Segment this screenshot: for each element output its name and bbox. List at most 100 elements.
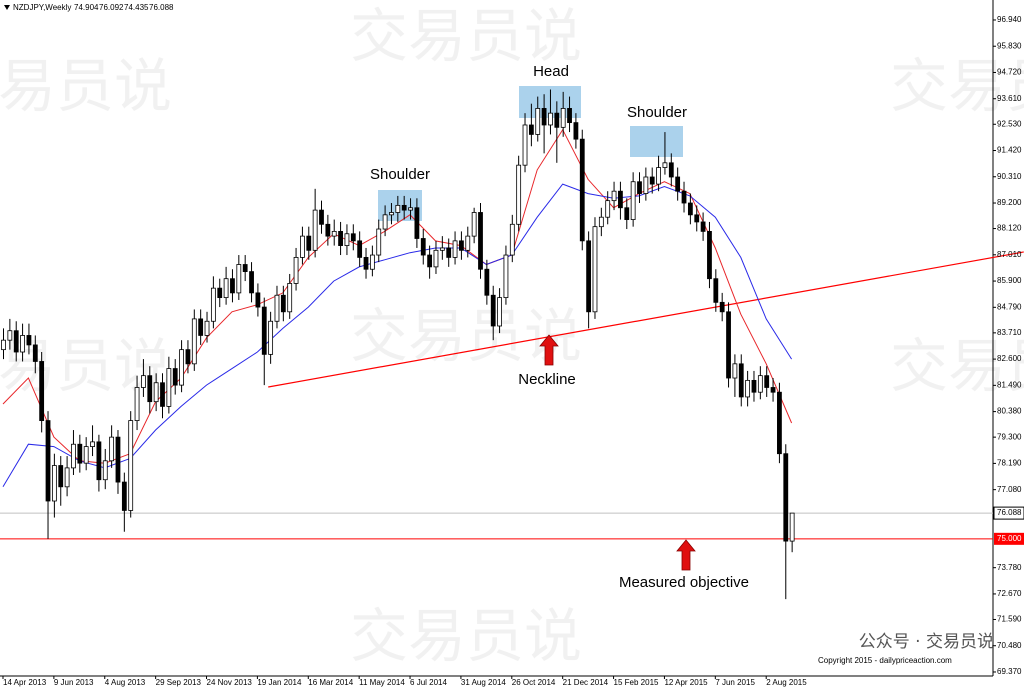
candle-body: [509, 223, 515, 256]
candle-body: [586, 240, 592, 313]
y-tick-label: 92.530: [997, 119, 1022, 128]
candle-body: [516, 164, 522, 225]
candle-body: [1, 339, 6, 351]
candle-body: [579, 138, 585, 242]
candle-body: [102, 460, 108, 481]
candle-body: [465, 235, 471, 251]
candle-body: [560, 108, 566, 128]
candle-body: [503, 254, 509, 299]
candle-body: [13, 330, 19, 353]
y-tick-label: 73.780: [997, 563, 1022, 572]
candle-body: [541, 108, 547, 126]
candle-body: [675, 176, 681, 192]
header-high: 76.092: [99, 3, 124, 12]
candle-body: [490, 294, 496, 327]
candle-body: [618, 190, 623, 209]
candle-body: [662, 162, 668, 168]
candle-body: [369, 254, 375, 270]
candle-body: [408, 207, 413, 211]
candle-body: [713, 278, 719, 303]
candle-body: [700, 221, 706, 232]
y-tick-label: 83.710: [997, 328, 1022, 337]
x-tick-label: 16 Mar 2014: [308, 678, 353, 687]
y-tick-label: 87.010: [997, 250, 1022, 259]
watermark: 交易员说: [350, 302, 582, 370]
candle-body: [668, 162, 674, 178]
candle-body: [643, 176, 649, 194]
candle-body: [58, 465, 64, 488]
candle-body: [325, 223, 331, 237]
candle-body: [395, 204, 401, 213]
candle-body: [350, 233, 356, 242]
candle-body: [446, 247, 452, 258]
candle-body: [535, 108, 541, 135]
candle-body: [452, 240, 458, 258]
candle-body: [528, 124, 534, 135]
candle-body: [605, 200, 611, 218]
x-tick-label: 12 Apr 2015: [664, 678, 708, 687]
candle-body: [357, 240, 363, 258]
candle-body: [179, 349, 184, 386]
candle-body: [687, 202, 693, 216]
candle-body: [726, 311, 731, 379]
candle-body: [331, 230, 337, 237]
neckline: [268, 251, 1024, 388]
candle-body: [363, 257, 369, 270]
watermark: 交易员说: [0, 332, 172, 400]
x-tick-label: 14 Apr 2013: [3, 678, 47, 687]
header-close: 76.088: [149, 3, 174, 12]
objective-box: [994, 532, 1024, 545]
candle-body: [420, 238, 426, 256]
candle-body: [382, 214, 388, 230]
copyright: Copyright 2015 - dailypriceaction.com: [818, 656, 952, 665]
candle-body: [191, 318, 197, 365]
candle-body: [32, 344, 38, 362]
candle-body: [777, 391, 782, 455]
candle-body: [751, 379, 757, 393]
moving-average: [2, 183, 793, 488]
y-tick-label: 81.490: [997, 380, 1022, 389]
watermark: 交易员说: [890, 52, 1024, 120]
y-tick-label: 84.790: [997, 302, 1022, 311]
candle-body: [389, 212, 394, 216]
watermark: 交易员说: [350, 2, 582, 70]
candle-body: [401, 204, 407, 211]
candle-body: [51, 465, 57, 502]
y-tick-label: 95.830: [997, 41, 1022, 50]
candle-body: [39, 361, 45, 421]
candle-body: [319, 209, 324, 225]
candle-body: [172, 368, 178, 386]
y-tick-label: 80.380: [997, 407, 1022, 416]
candle-body: [630, 181, 636, 220]
candle-body: [548, 112, 553, 126]
candle-body: [109, 436, 115, 462]
candle-body: [439, 247, 445, 251]
candle-body: [204, 320, 210, 336]
candle-body: [344, 233, 350, 246]
right-shoulder-box: [630, 126, 683, 157]
menu-icon: [4, 5, 10, 10]
account-label: 公众号 · 交易员说: [859, 632, 994, 652]
candle-body: [261, 306, 267, 355]
candle-body: [554, 112, 560, 128]
candle-body: [134, 387, 140, 421]
x-tick-label: 31 Aug 2014: [461, 678, 506, 687]
y-tick-label: 85.900: [997, 276, 1022, 285]
annotation: Neckline: [518, 371, 576, 388]
watermark: 交易员说: [350, 602, 582, 670]
x-tick-label: 15 Feb 2015: [614, 678, 659, 687]
x-tick-label: 4 Aug 2013: [105, 678, 146, 687]
y-tick-label: 96.940: [997, 15, 1022, 24]
candle-body: [210, 287, 216, 322]
candle-body: [764, 375, 770, 388]
candle-body: [306, 235, 312, 251]
candle-body: [287, 283, 293, 313]
candle-body: [738, 363, 744, 398]
candle-body: [522, 124, 528, 166]
annotation: Head: [533, 63, 569, 80]
y-tick-label: 77.080: [997, 485, 1022, 494]
candle-body: [217, 287, 223, 299]
candle-body: [471, 212, 477, 237]
candle-body: [141, 375, 146, 388]
